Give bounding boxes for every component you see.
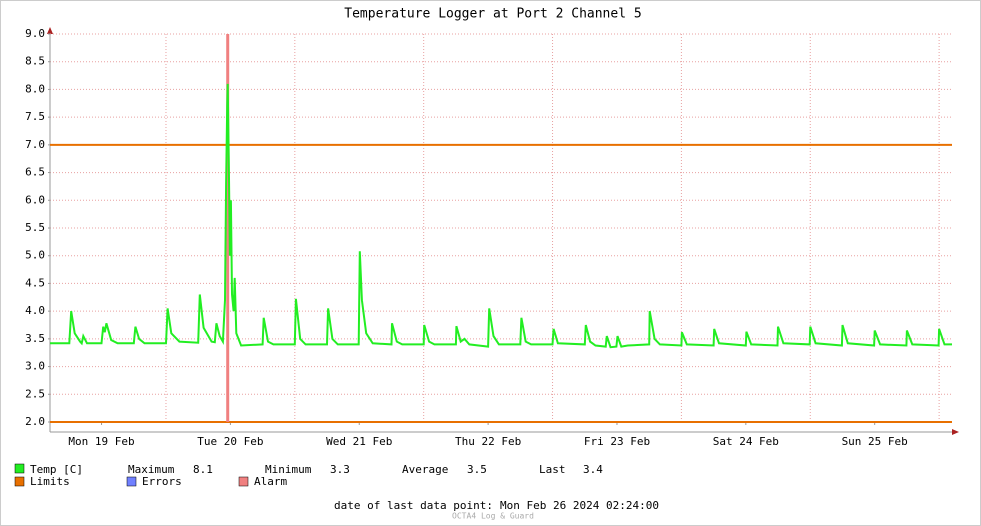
x-axis-arrow — [952, 429, 959, 435]
y-tick-label: 6.0 — [25, 193, 45, 206]
y-tick-label: 5.5 — [25, 221, 45, 234]
y-tick-label: 8.5 — [25, 55, 45, 68]
stat-label: Average — [402, 463, 448, 476]
legend-label: Temp [C] — [30, 463, 83, 476]
legend-swatch — [238, 476, 249, 487]
stat-value: 3.4 — [583, 463, 603, 476]
y-tick-label: 7.0 — [25, 138, 45, 151]
y-tick-label: 3.0 — [25, 360, 45, 373]
y-tick-label: 7.5 — [25, 110, 45, 123]
legend-label: Alarm — [254, 475, 287, 488]
x-tick-label: Sun 25 Feb — [842, 435, 908, 448]
stat-label: Minimum — [265, 463, 312, 476]
stat-value: 3.5 — [467, 463, 487, 476]
x-tick-label: Fri 23 Feb — [584, 435, 650, 448]
chart-title: Temperature Logger at Port 2 Channel 5 — [344, 7, 641, 22]
alarm-bar — [226, 34, 230, 422]
legend-swatch — [126, 476, 137, 487]
y-tick-label: 4.0 — [25, 304, 45, 317]
stat-value: 8.1 — [193, 463, 213, 476]
y-tick-label: 6.5 — [25, 166, 45, 179]
stat-value: 3.3 — [330, 463, 350, 476]
y-tick-label: 2.0 — [25, 415, 45, 428]
legend-label: Limits — [30, 475, 70, 488]
y-tick-label: 9.0 — [25, 27, 45, 40]
x-tick-label: Sat 24 Feb — [713, 435, 779, 448]
x-tick-label: Wed 21 Feb — [326, 435, 392, 448]
stat-label: Maximum — [128, 463, 175, 476]
y-tick-label: 2.5 — [25, 387, 45, 400]
y-axis-arrow — [47, 27, 53, 34]
legend-swatch — [14, 476, 25, 487]
watermark: OCTA4 Log & Guard — [452, 512, 534, 521]
legend-label: Errors — [142, 475, 182, 488]
y-tick-label: 4.5 — [25, 276, 45, 289]
x-tick-label: Mon 19 Feb — [68, 435, 134, 448]
stat-label: Last — [539, 463, 566, 476]
legend-swatch — [14, 463, 25, 474]
y-tick-label: 8.0 — [25, 82, 45, 95]
x-tick-label: Tue 20 Feb — [197, 435, 263, 448]
x-tick-label: Thu 22 Feb — [455, 435, 521, 448]
y-tick-label: 5.0 — [25, 249, 45, 262]
footer-label: date of last data point: — [334, 499, 493, 512]
data-line — [50, 83, 952, 349]
y-tick-label: 3.5 — [25, 332, 45, 345]
footer-date: Mon Feb 26 2024 02:24:00 — [500, 499, 659, 512]
